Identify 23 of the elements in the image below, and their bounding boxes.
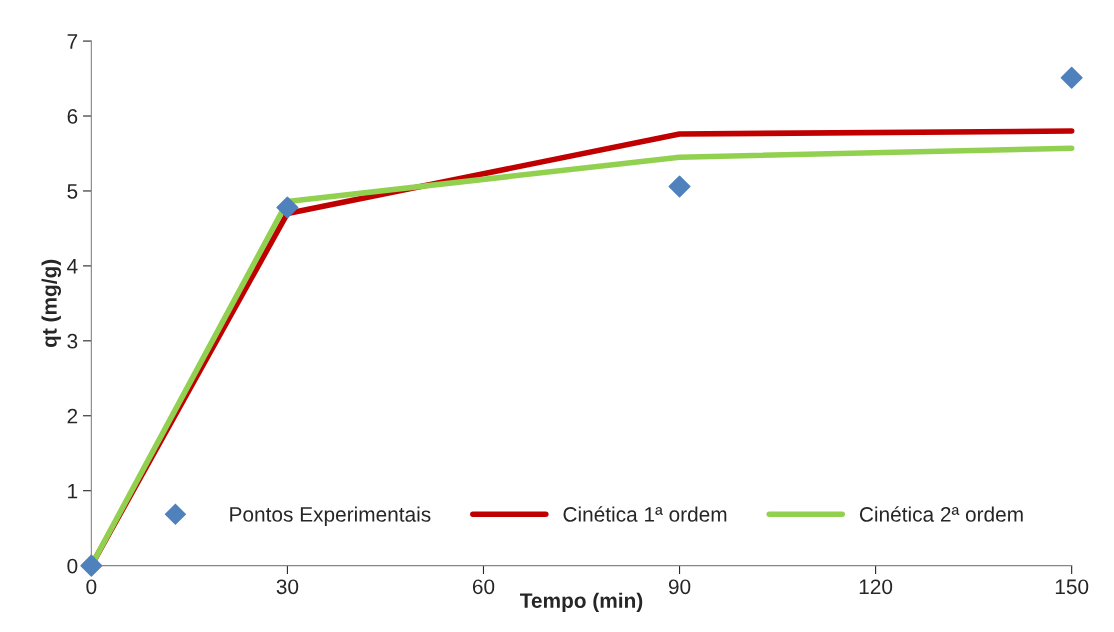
x-tick-label: 90: [668, 579, 691, 595]
legend-label: Cinética 2ª ordem: [859, 506, 1023, 522]
y-tick-label: 7: [67, 34, 78, 49]
legend-label: Cinética 1ª ordem: [563, 506, 727, 522]
y-tick-label: 4: [67, 259, 78, 274]
x-tick-label: 120: [859, 579, 893, 595]
x-tick-label: 150: [1055, 579, 1089, 595]
y-tick-label: 6: [67, 109, 78, 124]
x-tick-label: 60: [472, 579, 495, 595]
x-tick-label: 0: [86, 579, 97, 595]
legend-label: Pontos Experimentais: [230, 506, 431, 526]
y-tick-label: 5: [67, 184, 78, 199]
x-axis-title: Tempo (min): [520, 592, 643, 613]
point: [668, 175, 691, 198]
point: [80, 554, 103, 577]
point: [1060, 66, 1083, 89]
y-tick-label: 0: [67, 558, 78, 574]
y-tick-label: 3: [67, 333, 78, 349]
y-tick-label: 1: [68, 483, 78, 499]
point: [276, 196, 299, 219]
x-tick-label: 30: [276, 579, 299, 595]
y-tick-label: 2: [67, 408, 78, 424]
y-axis-title: qt (mg/g): [41, 259, 62, 348]
